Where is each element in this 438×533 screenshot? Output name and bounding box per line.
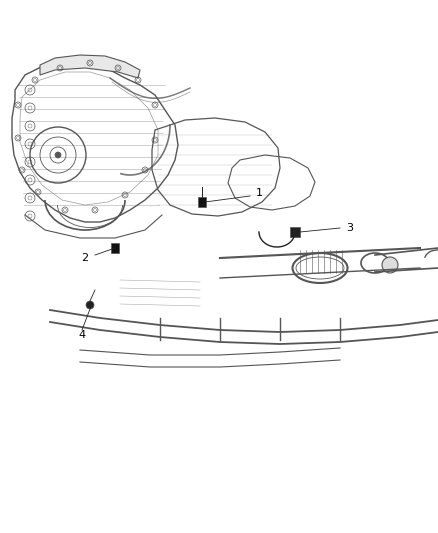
Circle shape [55,152,61,158]
Text: 4: 4 [78,330,85,340]
Polygon shape [40,55,140,78]
Polygon shape [198,197,206,207]
Text: 2: 2 [81,253,88,263]
Text: 3: 3 [346,223,353,233]
Text: 1: 1 [256,188,263,198]
Circle shape [86,301,94,309]
Polygon shape [111,243,119,253]
Polygon shape [290,227,300,237]
Circle shape [382,257,398,273]
